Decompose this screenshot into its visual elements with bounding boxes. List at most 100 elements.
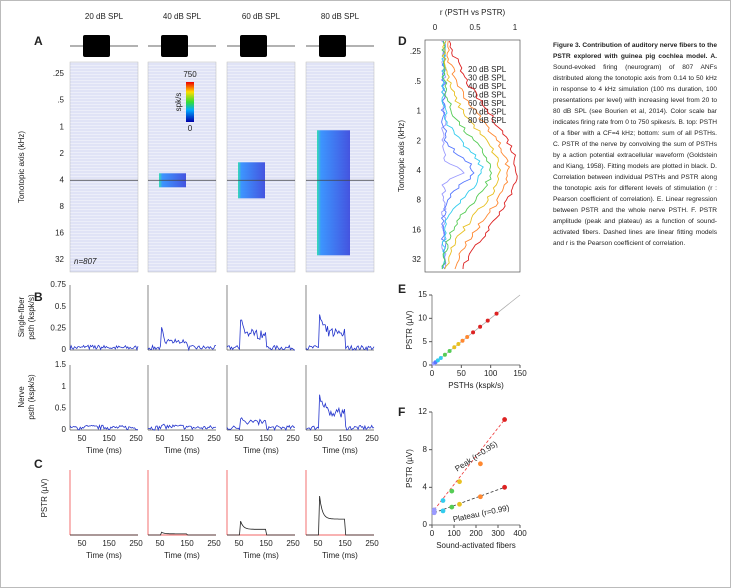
x-tick-label: 50 [78, 434, 87, 443]
x-axis-label: Time (ms) [243, 446, 279, 455]
point [449, 504, 455, 510]
x-tick-label: 250 [129, 539, 143, 548]
y-tick-label: 0 [423, 520, 428, 529]
fit-line [434, 486, 505, 514]
n-label: n=807 [74, 257, 97, 266]
y-tick-label: 8 [423, 445, 428, 454]
x-tick-label: 250 [286, 434, 300, 443]
point [456, 342, 461, 346]
y-tick-label: 1 [62, 382, 67, 391]
y-tick-label: 32 [412, 255, 421, 264]
x-tick-label: 150 [180, 539, 194, 548]
y-tick-label: 0 [62, 345, 67, 354]
x-tick-label: 250 [365, 539, 379, 548]
stimulus [319, 35, 346, 57]
panel-label: A [34, 34, 43, 48]
correlation-curve [441, 40, 493, 270]
trace [69, 344, 139, 351]
y-tick-label: 0.75 [50, 280, 66, 289]
y-tick-label: 0 [423, 360, 428, 369]
x-axis-label: Time (ms) [243, 551, 279, 560]
point [431, 510, 437, 516]
x-tick-label: 50 [235, 434, 244, 443]
x-tick-label: 50 [156, 434, 165, 443]
correlation-curve [446, 40, 511, 270]
x-axis-label: PSTHs (kspk/s) [448, 381, 504, 390]
x-tick-label: 100 [447, 529, 461, 538]
trace [147, 327, 216, 352]
annotation: Peak (r=0.95) [453, 439, 499, 473]
trace [69, 424, 139, 431]
x-tick-label: 150 [259, 539, 273, 548]
x-tick-label: 150 [338, 434, 352, 443]
point [440, 508, 446, 514]
x-axis-label: Time (ms) [86, 551, 122, 560]
y-axis-unit: psth (kspk/s) [27, 294, 36, 340]
legend-entry: 40 dB SPL [468, 82, 507, 91]
point [442, 352, 447, 357]
trace [226, 319, 295, 351]
y-tick-label: .25 [410, 47, 422, 56]
level-label: 60 dB SPL [242, 12, 281, 21]
trace [305, 314, 375, 352]
x-tick-label: 100 [484, 369, 498, 378]
x-axis-label: Time (ms) [86, 446, 122, 455]
fit-line [431, 294, 521, 366]
y-tick-label: 2 [417, 136, 422, 145]
trace [306, 495, 374, 536]
panel-label: E [398, 282, 406, 296]
activity [317, 130, 350, 256]
legend-entry: 20 dB SPL [468, 65, 507, 74]
y-tick-label: 15 [418, 290, 427, 299]
legend-entry: 60 dB SPL [468, 99, 507, 108]
point [447, 349, 452, 353]
x-tick-label: 0 [430, 369, 435, 378]
y-axis-unit: psth (kspk/s) [27, 374, 36, 420]
x-tick-label: 250 [207, 539, 221, 548]
stimulus [240, 35, 267, 57]
y-axis-label: Single-fiber [17, 296, 26, 337]
panel-label: C [34, 457, 43, 471]
trace [305, 394, 375, 431]
y-axis-label: PSTR (µV) [405, 310, 414, 349]
point [478, 324, 483, 329]
x-tick-label: 150 [338, 539, 352, 548]
level-label: 80 dB SPL [321, 12, 360, 21]
y-tick-label: .5 [414, 77, 421, 86]
y-tick-label: 1.5 [55, 360, 67, 369]
x-axis-label: Time (ms) [322, 551, 358, 560]
x-axis-label: Sound-activated fibers [436, 541, 516, 550]
panel-label: B [34, 290, 43, 304]
x-tick-label: 0 [433, 23, 438, 32]
x-tick-label: 250 [129, 434, 143, 443]
legend-entry: 80 dB SPL [468, 116, 507, 125]
trace [227, 520, 295, 536]
stimulus [83, 35, 110, 57]
point [457, 501, 462, 507]
x-tick-label: 50 [235, 539, 244, 548]
x-tick-label: 1 [513, 23, 518, 32]
y-tick-label: 12 [418, 407, 427, 416]
y-axis-label: Tonotopic axis (kHz) [17, 131, 26, 203]
x-axis-label: Time (ms) [164, 551, 200, 560]
y-tick-label: 10 [418, 313, 427, 322]
colorbar-max: 750 [183, 70, 197, 79]
x-tick-label: 250 [207, 434, 221, 443]
x-axis-label: Time (ms) [164, 446, 200, 455]
neurogram [147, 61, 217, 273]
point [440, 498, 446, 503]
point [457, 479, 462, 485]
x-tick-label: 50 [156, 539, 165, 548]
y-tick-label: 0.5 [55, 403, 67, 412]
point [485, 318, 490, 323]
y-tick-label: 32 [55, 255, 64, 264]
axes [424, 39, 521, 273]
x-tick-label: 0.5 [469, 23, 481, 32]
point [465, 335, 470, 339]
colorbar [186, 82, 194, 122]
trace [226, 417, 296, 431]
y-tick-label: 0.25 [50, 323, 66, 332]
x-tick-label: 50 [314, 539, 323, 548]
caption: Figure 3. Contribution of auditory nerve… [553, 40, 717, 249]
